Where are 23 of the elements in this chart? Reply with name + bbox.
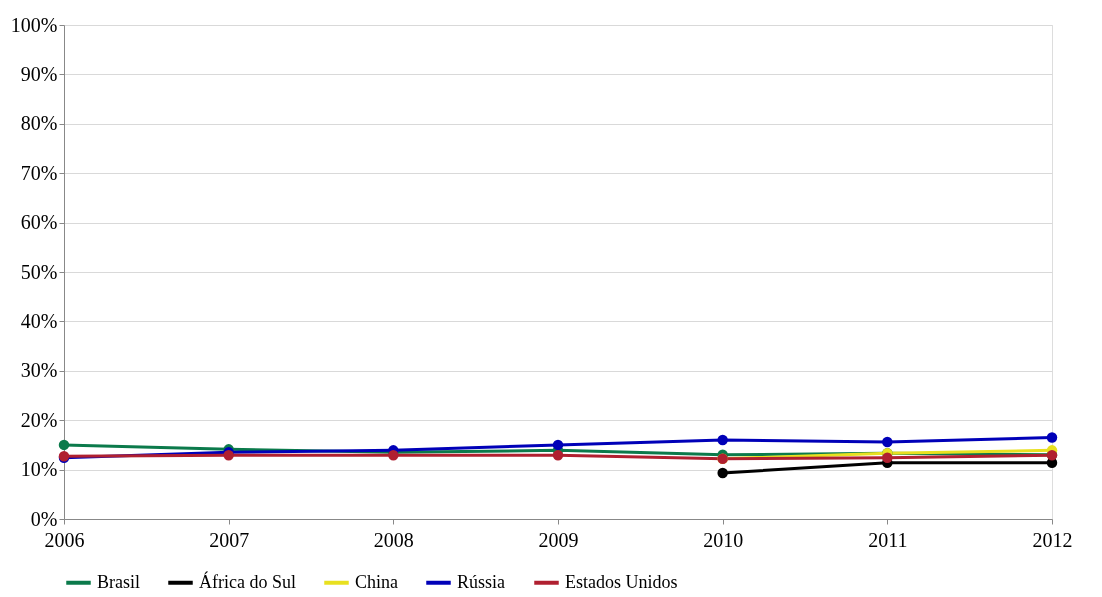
- x-tick-label: 2009: [538, 528, 579, 551]
- x-tick-label: 2010: [703, 528, 744, 551]
- x-tick-label: 2012: [1032, 528, 1073, 551]
- y-tick-label: 60%: [20, 211, 58, 234]
- x-tick-label: 2006: [44, 528, 85, 551]
- legend-label: Brasil: [97, 571, 140, 592]
- y-tick-label: 0%: [30, 507, 58, 530]
- y-tick-label: 50%: [20, 260, 58, 283]
- y-tick-label: 80%: [20, 112, 58, 135]
- x-tick-label: 2007: [209, 528, 250, 551]
- legend-label: Rússia: [457, 571, 506, 592]
- legend-label: Estados Unidos: [565, 571, 678, 592]
- y-tick-label: 20%: [20, 408, 58, 431]
- legend-label: China: [355, 571, 399, 592]
- y-tick-label: 30%: [20, 359, 58, 382]
- y-tick-label: 40%: [20, 309, 58, 332]
- y-tick-label: 70%: [20, 161, 58, 184]
- x-tick-label: 2011: [868, 528, 908, 551]
- y-tick-label: 100%: [10, 13, 58, 36]
- x-tick-label: 2008: [373, 528, 414, 551]
- y-tick-label: 90%: [20, 62, 58, 85]
- y-tick-label: 10%: [20, 458, 58, 481]
- legend-label: África do Sul: [199, 570, 296, 592]
